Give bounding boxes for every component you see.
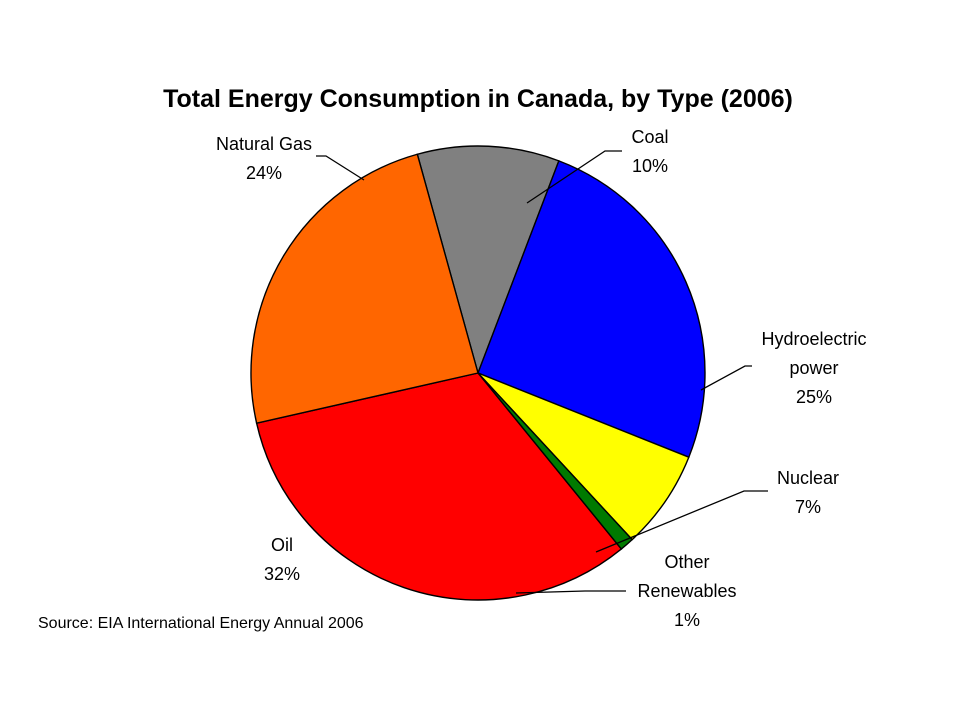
slice-nuclear [477,372,690,541]
source-note: Source: EIA International Energy Annual … [38,615,364,632]
label-nuclear: Nuclear 7% [777,468,839,517]
leader-other-renewables [515,590,626,594]
label-natural-gas: Natural Gas 24% [216,134,312,183]
slice-natural-gas [250,153,479,425]
leader-coal [526,150,622,204]
leader-hydroelectric-power [700,365,752,391]
slice-labels: Coal 10% Hydroelectric power 25% Nuclear 7% Oth… [216,127,867,630]
label-coal: Coal 10% [631,127,668,176]
pie-slices [250,145,706,601]
label-oil: Oil 32% [264,535,300,584]
leader-nuclear [595,490,768,553]
slice-hydroelectric-power [477,159,706,459]
slice-oil [255,372,623,601]
leader-lines [316,150,768,594]
slice-coal [416,145,560,376]
leader-natural-gas [316,155,365,181]
label-other-renewables: Other Renewables 1% [637,552,736,630]
chart-title: Total Energy Consumption in Canada, by T… [163,85,793,113]
label-hydroelectric-power: Hydroelectric power 25% [761,329,866,407]
